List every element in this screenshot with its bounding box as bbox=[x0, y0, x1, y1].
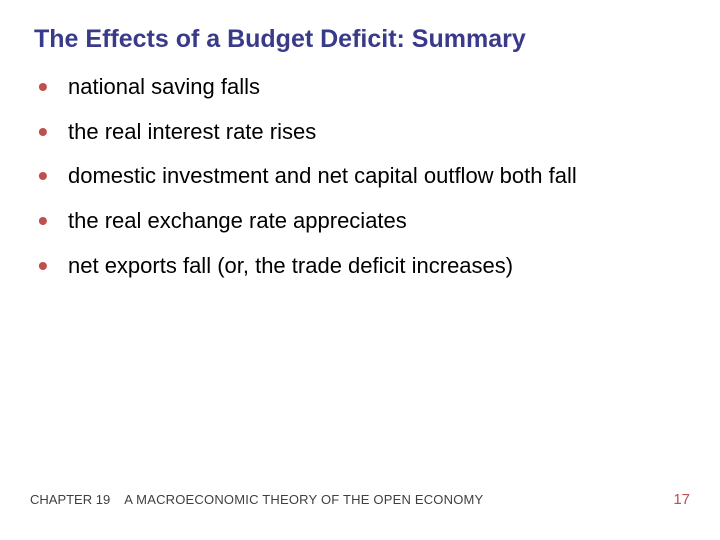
list-item: the real interest rate rises bbox=[38, 118, 690, 147]
footer: CHAPTER 19 A MACROECONOMIC THEORY OF THE… bbox=[30, 491, 690, 508]
footer-book-title: A MACROECONOMIC THEORY OF THE OPEN ECONO… bbox=[124, 492, 483, 507]
list-item: net exports fall (or, the trade deficit … bbox=[38, 252, 690, 281]
list-item: the real exchange rate appreciates bbox=[38, 207, 690, 236]
list-item: national saving falls bbox=[38, 73, 690, 102]
slide: The Effects of a Budget Deficit: Summary… bbox=[0, 0, 720, 540]
list-item: domestic investment and net capital outf… bbox=[38, 162, 690, 191]
bullet-list: national saving falls the real interest … bbox=[30, 73, 690, 280]
slide-title: The Effects of a Budget Deficit: Summary bbox=[30, 24, 690, 55]
footer-chapter: CHAPTER 19 bbox=[30, 492, 110, 507]
footer-page-number: 17 bbox=[673, 491, 690, 508]
